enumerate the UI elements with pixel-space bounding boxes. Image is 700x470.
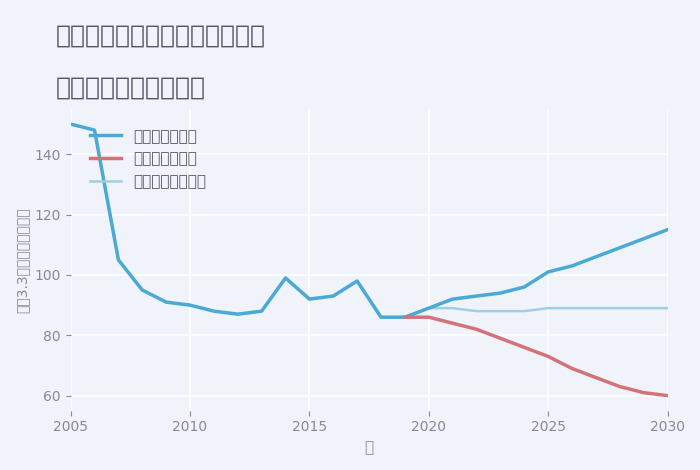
ノーマルシナリオ	[258, 308, 266, 314]
グッドシナリオ	[162, 299, 170, 305]
バッドシナリオ	[544, 353, 552, 359]
グッドシナリオ	[425, 306, 433, 311]
グッドシナリオ	[592, 254, 600, 259]
バッドシナリオ	[639, 390, 648, 395]
ノーマルシナリオ	[544, 306, 552, 311]
ノーマルシナリオ	[615, 306, 624, 311]
グッドシナリオ	[186, 302, 194, 308]
ノーマルシナリオ	[210, 308, 218, 314]
ノーマルシナリオ	[234, 311, 242, 317]
ノーマルシナリオ	[162, 299, 170, 305]
バッドシナリオ	[449, 321, 457, 326]
Line: バッドシナリオ: バッドシナリオ	[405, 317, 668, 396]
バッドシナリオ	[568, 366, 576, 371]
バッドシナリオ	[496, 336, 505, 341]
グッドシナリオ	[138, 287, 146, 293]
グッドシナリオ	[400, 314, 409, 320]
Line: グッドシナリオ: グッドシナリオ	[71, 124, 668, 317]
Legend: グッドシナリオ, バッドシナリオ, ノーマルシナリオ: グッドシナリオ, バッドシナリオ, ノーマルシナリオ	[84, 123, 212, 195]
グッドシナリオ	[473, 293, 481, 299]
グッドシナリオ	[234, 311, 242, 317]
ノーマルシナリオ	[400, 314, 409, 320]
ノーマルシナリオ	[496, 308, 505, 314]
ノーマルシナリオ	[353, 278, 361, 284]
ノーマルシナリオ	[449, 306, 457, 311]
ノーマルシナリオ	[66, 121, 75, 127]
グッドシナリオ	[664, 227, 672, 233]
ノーマルシナリオ	[377, 314, 385, 320]
ノーマルシナリオ	[281, 275, 290, 281]
グッドシナリオ	[639, 236, 648, 242]
グッドシナリオ	[520, 284, 528, 290]
バッドシナリオ	[592, 375, 600, 380]
グッドシナリオ	[90, 127, 99, 133]
グッドシナリオ	[305, 296, 314, 302]
ノーマルシナリオ	[568, 306, 576, 311]
ノーマルシナリオ	[473, 308, 481, 314]
グッドシナリオ	[114, 257, 122, 263]
バッドシナリオ	[473, 327, 481, 332]
グッドシナリオ	[329, 293, 337, 299]
ノーマルシナリオ	[639, 306, 648, 311]
グッドシナリオ	[496, 290, 505, 296]
バッドシナリオ	[400, 314, 409, 320]
グッドシナリオ	[281, 275, 290, 281]
グッドシナリオ	[377, 314, 385, 320]
バッドシナリオ	[520, 345, 528, 350]
Line: ノーマルシナリオ: ノーマルシナリオ	[71, 124, 668, 317]
グッドシナリオ	[449, 296, 457, 302]
グッドシナリオ	[258, 308, 266, 314]
グッドシナリオ	[615, 245, 624, 251]
グッドシナリオ	[544, 269, 552, 275]
ノーマルシナリオ	[138, 287, 146, 293]
X-axis label: 年: 年	[365, 440, 374, 455]
グッドシナリオ	[568, 263, 576, 269]
Text: 中古戸建ての価格推移: 中古戸建ての価格推移	[56, 75, 206, 99]
Text: 福岡県北九州市門司区黒川東の: 福岡県北九州市門司区黒川東の	[56, 24, 266, 47]
ノーマルシナリオ	[114, 257, 122, 263]
バッドシナリオ	[615, 384, 624, 390]
ノーマルシナリオ	[90, 127, 99, 133]
バッドシナリオ	[425, 314, 433, 320]
グッドシナリオ	[66, 121, 75, 127]
ノーマルシナリオ	[329, 293, 337, 299]
ノーマルシナリオ	[592, 306, 600, 311]
ノーマルシナリオ	[305, 296, 314, 302]
バッドシナリオ	[664, 393, 672, 399]
グッドシナリオ	[353, 278, 361, 284]
ノーマルシナリオ	[664, 306, 672, 311]
ノーマルシナリオ	[425, 306, 433, 311]
ノーマルシナリオ	[186, 302, 194, 308]
グッドシナリオ	[210, 308, 218, 314]
ノーマルシナリオ	[520, 308, 528, 314]
Y-axis label: 坪（3.3㎡）単価（万円）: 坪（3.3㎡）単価（万円）	[15, 207, 29, 313]
